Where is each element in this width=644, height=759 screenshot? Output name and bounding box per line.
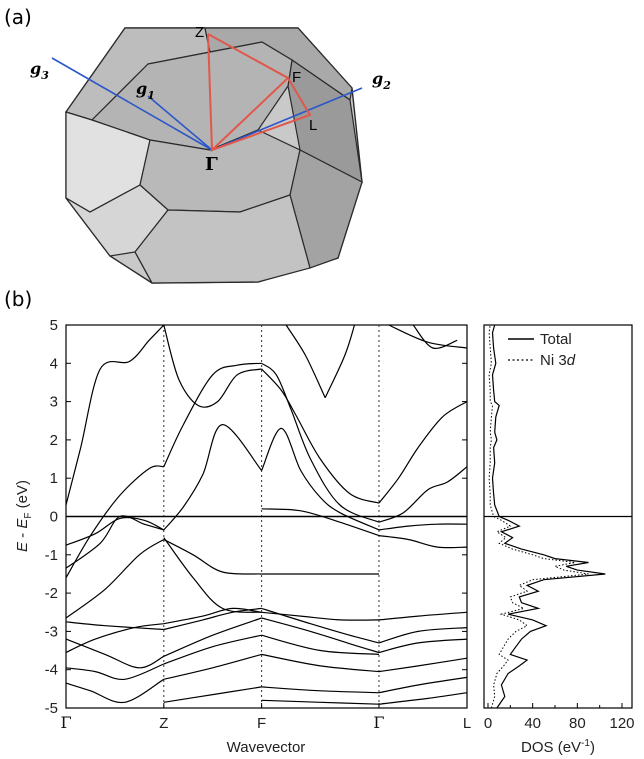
kpoint-label: F	[257, 715, 266, 732]
band-line	[261, 617, 380, 654]
band-line	[163, 324, 262, 408]
band-line	[261, 607, 380, 644]
point-Gamma-label: Γ	[205, 154, 218, 175]
band-line	[378, 692, 468, 705]
band-ytick-label: 4	[50, 355, 58, 372]
point-L-label: L	[309, 117, 317, 134]
band-ytick-label: -2	[45, 585, 58, 602]
legend-total-label: Total	[540, 331, 572, 348]
brillouin-zone	[65, 27, 363, 284]
band-ytick-label: -4	[45, 662, 58, 679]
band-ylabel: E - EF (eV)	[14, 480, 34, 552]
band-line	[65, 638, 165, 669]
band-line	[412, 324, 458, 350]
band-line	[378, 657, 468, 673]
band-line	[324, 324, 356, 399]
legend-ni3d-label: Ni 3d	[540, 352, 576, 369]
dos-xlabel: DOS (eV-1)	[521, 738, 595, 756]
band-line	[65, 465, 164, 579]
band-line	[261, 368, 380, 504]
high-symmetry-path	[207, 33, 312, 153]
band-line	[378, 611, 468, 621]
band-line	[65, 516, 165, 546]
panel-b-label: (b)	[4, 287, 32, 311]
reciprocal-vectors	[51, 57, 363, 151]
kpoint-label: L	[463, 715, 471, 732]
band-line	[65, 678, 165, 704]
band-line	[378, 523, 468, 531]
bz-face-right-lower	[289, 149, 363, 269]
band-line	[163, 537, 262, 613]
band-line	[163, 423, 263, 531]
band-line	[163, 607, 262, 631]
band-line	[388, 324, 468, 349]
g3-label: g3	[30, 59, 49, 82]
band-line	[378, 535, 468, 549]
band-line	[261, 699, 380, 705]
g2-vector	[211, 87, 363, 151]
g3-vector	[51, 57, 213, 151]
band-line	[378, 638, 468, 654]
point-F-label: F	[292, 69, 301, 86]
band-line	[378, 676, 468, 694]
band-line	[65, 621, 164, 631]
band-ytick-label: 1	[50, 470, 58, 487]
band-xlabel: Wavevector	[227, 739, 306, 756]
dos-total-line	[491, 324, 606, 709]
band-line	[163, 617, 262, 657]
dos-xtick-label: 0	[484, 715, 492, 732]
band-line	[285, 324, 326, 399]
band-line	[65, 324, 165, 506]
band-line	[163, 686, 262, 703]
band-ytick-label: 3	[50, 394, 58, 411]
band-line	[378, 466, 468, 523]
band-ytick-label: -1	[45, 547, 58, 564]
band-line	[65, 538, 165, 619]
kpoint-label: Z	[159, 715, 168, 732]
point-Z-label: Z	[195, 24, 204, 41]
dos-legend: Total Ni 3d	[508, 331, 576, 369]
band-line	[65, 515, 164, 569]
band-line	[163, 538, 262, 575]
g2-label: g2	[372, 69, 391, 92]
band-line	[65, 623, 164, 654]
band-line	[378, 627, 468, 644]
g1-vector	[147, 95, 213, 151]
kpoint-label: Γ	[60, 713, 71, 732]
band-line	[163, 634, 262, 665]
dos-xtick-label: 120	[609, 715, 634, 732]
dos-plot: 0 40 80 120 Total Ni 3d	[483, 324, 635, 732]
band-line	[65, 663, 165, 681]
band-ytick-label: 5	[50, 317, 58, 334]
band-line	[261, 653, 380, 673]
band-ytick-label: -5	[45, 700, 58, 717]
band-line	[261, 634, 380, 655]
band-line	[261, 686, 380, 694]
dos-xtick-label: 40	[524, 715, 541, 732]
band-line	[261, 508, 380, 537]
band-line	[163, 362, 262, 467]
band-ytick-label: 0	[50, 509, 58, 526]
kpoint-label: Γ	[373, 713, 384, 732]
g1-label: g1	[136, 79, 155, 102]
band-structure-plot: 5 4 3 2 1 0 -1 -2 -3 -4 -5 Γ Z F Γ L	[45, 317, 472, 732]
panel-a-label: (a)	[4, 5, 32, 29]
band-line	[378, 401, 468, 504]
band-ytick-label: 2	[50, 432, 58, 449]
band-line	[261, 427, 380, 531]
band-line	[163, 653, 262, 680]
band-line	[261, 362, 380, 523]
dos-xtick-label: 80	[569, 715, 586, 732]
band-ytick-label: -3	[45, 623, 58, 640]
